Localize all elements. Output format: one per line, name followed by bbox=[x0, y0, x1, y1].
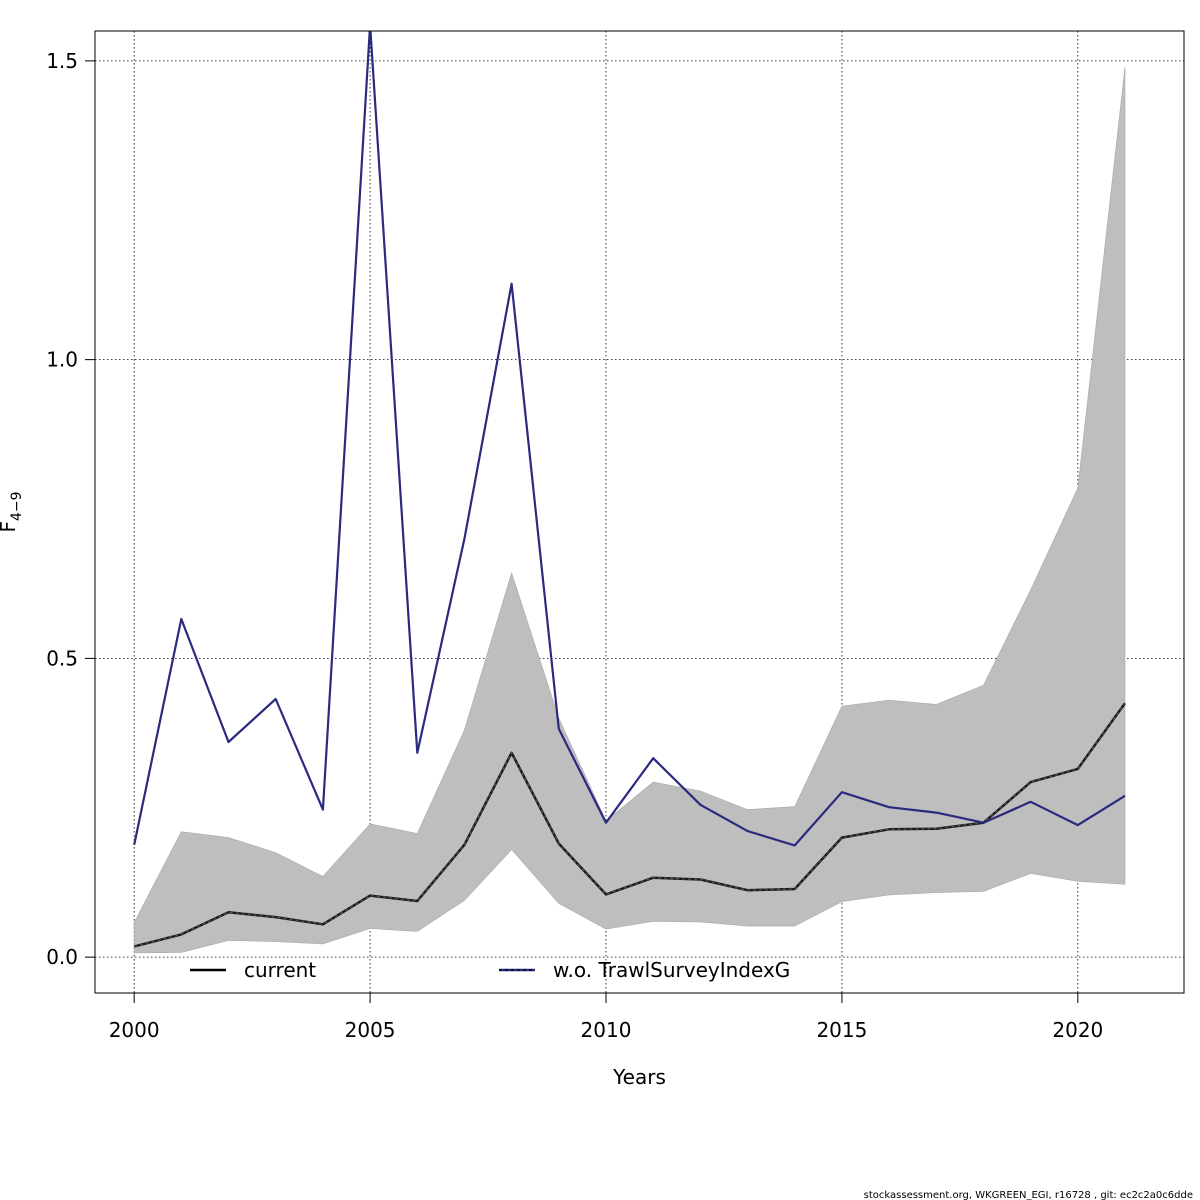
series-line-wo-trawl-survey bbox=[133, 31, 1126, 847]
x-tick-label-2005: 2005 bbox=[345, 1018, 396, 1042]
y-tick-label-1: 1.0 bbox=[46, 348, 78, 372]
y-tick-label-1-5: 1.5 bbox=[46, 49, 78, 73]
y-axis-title: F4−9 bbox=[0, 491, 25, 532]
x-tick-label-2020: 2020 bbox=[1052, 1018, 1103, 1042]
footer-credit: stockassessment.org, WKGREEN_EGI, r16728… bbox=[864, 1190, 1193, 1200]
x-axis-title: Years bbox=[612, 1065, 666, 1089]
y-axis-title-main: F bbox=[0, 521, 20, 533]
y-tick-label-0: 0.0 bbox=[46, 945, 78, 969]
y-tick-label-0-5: 0.5 bbox=[46, 646, 78, 670]
plot-frame bbox=[94, 30, 1185, 994]
legend: current w.o. TrawlSurveyIndexG bbox=[190, 958, 790, 982]
x-tick-label-2000: 2000 bbox=[109, 1018, 160, 1042]
confidence-band bbox=[133, 66, 1126, 954]
axes-group: 2000 2005 2010 2015 2020 0.0 0.5 1.0 1.5 bbox=[46, 49, 1103, 1042]
legend-label-current: current bbox=[244, 958, 316, 982]
series-line-current-dash bbox=[134, 702, 1126, 947]
confidence-band-group bbox=[133, 66, 1126, 954]
x-tick-label-2010: 2010 bbox=[581, 1018, 632, 1042]
series-group bbox=[133, 31, 1127, 948]
x-tick-label-2015: 2015 bbox=[816, 1018, 867, 1042]
y-axis-title-subscript: 4−9 bbox=[9, 491, 25, 521]
legend-label-wo-trawl-survey: w.o. TrawlSurveyIndexG bbox=[553, 958, 790, 982]
